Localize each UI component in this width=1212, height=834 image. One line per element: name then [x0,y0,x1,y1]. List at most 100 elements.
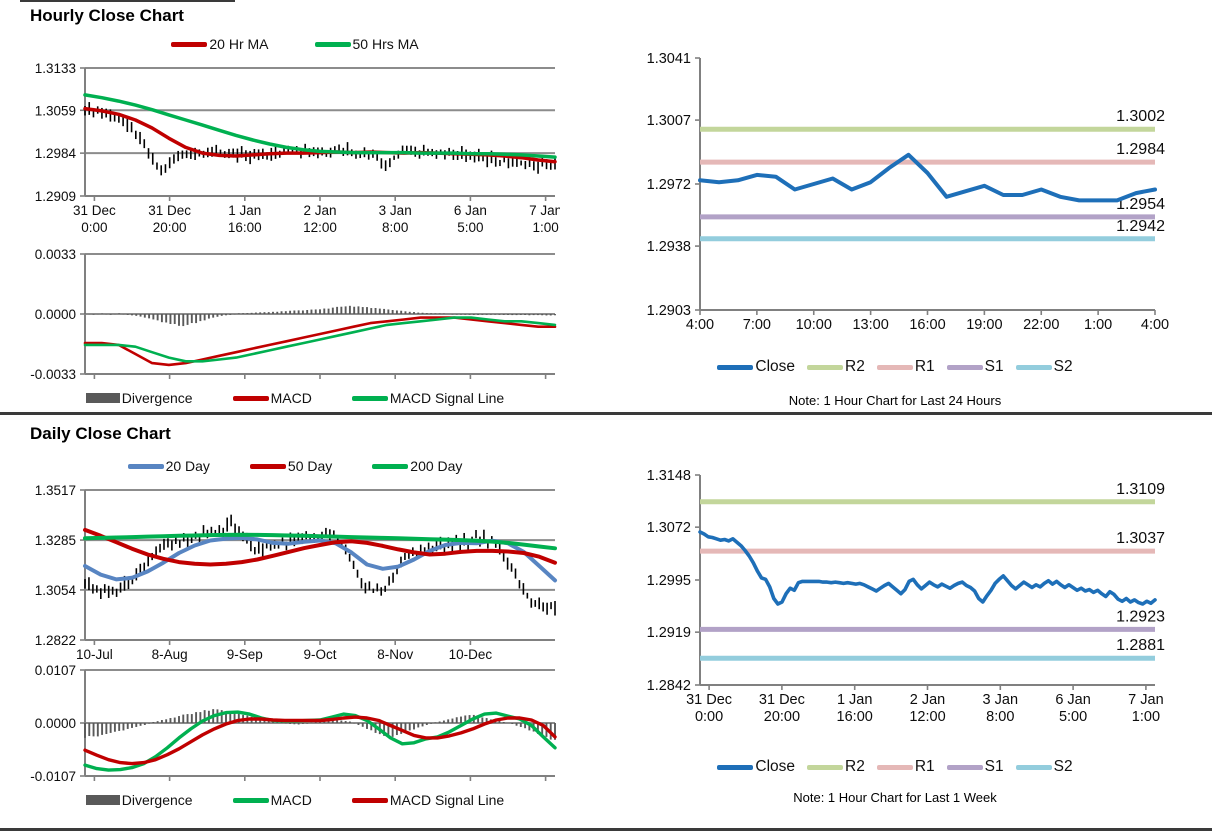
legend-label: Close [755,358,796,375]
legend-swatch-macd-signal-line [351,797,388,803]
svg-text:22:00: 22:00 [1023,317,1059,333]
weekly-pivot-note: Note: 1 Hour Chart for Last 1 Week [793,790,997,805]
svg-text:16:00: 16:00 [837,709,873,725]
legend-swatch-divergence [85,795,120,805]
svg-text:9-Sep: 9-Sep [227,647,263,662]
legend-swatch-macd [232,395,269,401]
svg-text:1.3037: 1.3037 [1116,530,1165,547]
hourly-pivot-note: Note: 1 Hour Chart for Last 24 Hours [788,393,1002,408]
svg-text:2 Jan: 2 Jan [303,203,336,218]
svg-text:1.2942: 1.2942 [1116,218,1165,235]
svg-text:2 Jan: 2 Jan [910,692,945,708]
hourly-macd-chart: 0.0033 0.0000 -0.0033 [30,247,557,382]
legend-item: S1 [946,758,1004,776]
legend-item: R2 [807,758,865,776]
svg-text:0.0000: 0.0000 [35,716,76,731]
svg-text:1.2995: 1.2995 [647,573,691,589]
legend-label: MACD [270,792,312,808]
daily-macd-legend: Divergence MACD MACD Signal Line [30,792,560,808]
svg-text:-0.0107: -0.0107 [30,769,76,784]
svg-text:1.3041: 1.3041 [647,51,691,67]
legend-label: S2 [1053,758,1073,775]
svg-text:1.3007: 1.3007 [647,113,691,129]
svg-text:10:00: 10:00 [796,317,832,333]
legend-item: Close [717,358,795,376]
svg-text:6 Jan: 6 Jan [454,203,487,218]
svg-text:3 Jan: 3 Jan [379,203,412,218]
legend-label: 50 Day [287,458,333,474]
svg-text:1.3059: 1.3059 [35,103,76,118]
legend-label: 20 Day [165,458,210,474]
legend-swatch-20-hr-ma [171,41,208,47]
svg-text:5:00: 5:00 [1059,709,1087,725]
legend-label: S1 [984,358,1004,375]
legend-label: MACD Signal Line [389,390,505,406]
legend-label: S1 [984,758,1004,775]
legend-label: 50 Hrs MA [352,36,419,52]
svg-text:1 Jan: 1 Jan [228,203,261,218]
svg-text:0.0107: 0.0107 [35,663,76,678]
svg-text:0:00: 0:00 [695,709,723,725]
legend-swatch-50-day [249,463,286,469]
svg-text:10-Jul: 10-Jul [76,647,113,662]
svg-text:0.0000: 0.0000 [35,307,76,322]
svg-text:16:00: 16:00 [909,317,945,333]
legend-item: MACD Signal Line [351,792,504,808]
svg-text:31 Dec: 31 Dec [686,692,732,708]
svg-text:7 Jan: 7 Jan [529,203,560,218]
weekly-pivot-legend: Close R2 R1 S1 S2 [615,758,1175,776]
svg-text:1.3285: 1.3285 [35,533,76,548]
svg-text:1.2938: 1.2938 [647,239,691,255]
legend-item: R2 [807,358,865,376]
top-partial-rule [20,0,235,2]
svg-text:0.0033: 0.0033 [35,247,76,262]
legend-label: Divergence [121,390,193,406]
legend-swatch-s1 [946,764,983,770]
legend-label: R1 [914,358,935,375]
svg-text:4:00: 4:00 [686,317,714,333]
bottom-rule [0,828,1212,831]
legend-swatch-r1 [876,764,913,770]
svg-text:1.2909: 1.2909 [35,189,76,204]
svg-text:1.3054: 1.3054 [35,583,77,598]
legend-label: 200 Day [410,458,463,474]
svg-text:0:00: 0:00 [81,220,107,235]
svg-text:8-Aug: 8-Aug [152,647,188,662]
svg-text:1.3148: 1.3148 [647,468,691,484]
legend-item: S1 [946,358,1004,376]
svg-text:1.2923: 1.2923 [1116,608,1165,625]
legend-item: MACD [232,390,312,406]
hourly-section-title: Hourly Close Chart [30,6,184,25]
legend-swatch-200-day [372,463,409,469]
legend-swatch-50-hrs-ma [314,41,351,47]
daily-ma-legend: 20 Day 50 Day 200 Day [30,458,560,474]
legend-swatch-close [717,764,754,770]
legend-item: R1 [876,358,935,376]
legend-label: 20 Hr MA [209,36,269,52]
svg-text:1.2972: 1.2972 [647,177,691,193]
svg-text:6 Jan: 6 Jan [1055,692,1090,708]
daily-section-title: Daily Close Chart [30,424,171,443]
svg-text:1.2842: 1.2842 [647,678,691,694]
legend-item: S2 [1015,358,1073,376]
svg-text:12:00: 12:00 [909,709,945,725]
legend-item: MACD Signal Line [351,390,505,406]
legend-item: R1 [876,758,935,776]
hourly-ma-legend: 20 Hr MA 50 Hrs MA [30,36,560,52]
svg-text:1.3002: 1.3002 [1116,108,1165,125]
svg-text:7:00: 7:00 [743,317,771,333]
legend-item: 200 Day [372,458,462,474]
hourly-pivot-legend: Close R2 R1 S1 S2 [615,358,1175,376]
svg-text:20:00: 20:00 [153,220,187,235]
legend-swatch-s1 [946,364,983,370]
daily-macd-chart: 0.0107 0.0000 -0.0107 [30,663,557,784]
svg-text:10-Dec: 10-Dec [449,647,493,662]
svg-text:1.3072: 1.3072 [647,520,691,536]
legend-swatch-r1 [876,364,913,370]
legend-label: R2 [845,758,865,775]
svg-text:1.3517: 1.3517 [35,483,76,498]
